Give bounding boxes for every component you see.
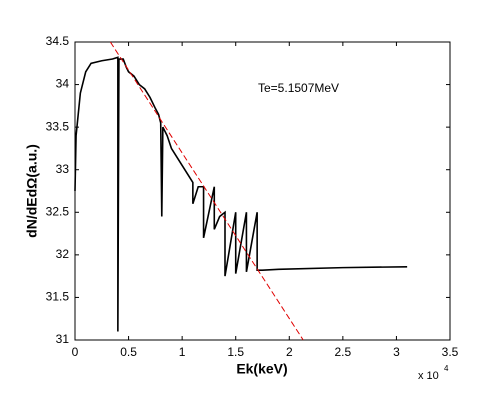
x-tick-label: 2.5	[335, 345, 352, 359]
y-tick-label: 33.5	[46, 119, 70, 133]
y-tick-label: 34	[56, 77, 70, 91]
y-axis-label: dN/dEdΩ(a.u.)	[24, 144, 40, 238]
annotation: Te=5.1507MeV	[258, 81, 339, 95]
x-tick-label: 1.5	[227, 345, 244, 359]
y-tick-label: 32	[56, 247, 70, 261]
x-tick-label: 2	[286, 345, 293, 359]
series-line	[74, 56, 408, 332]
y-tick-label: 31.5	[46, 290, 70, 304]
x-tick-label: 3	[393, 345, 400, 359]
x-multiplier-exponent: 4	[444, 364, 449, 373]
x-tick-label: 3.5	[442, 345, 459, 359]
x-tick-label: 0	[72, 345, 79, 359]
x-tick-label: 1	[179, 345, 186, 359]
y-tick-label: 33	[56, 162, 70, 176]
y-tick-label: 32.5	[46, 204, 70, 218]
x-multiplier: x 10	[418, 370, 439, 382]
y-tick-label: 34.5	[46, 34, 70, 48]
y-tick-label: 31	[56, 332, 70, 346]
x-axis-label: Ek(keV)	[236, 361, 287, 377]
series-line	[109, 41, 304, 341]
plot-frame	[74, 41, 451, 341]
x-tick-label: 0.5	[120, 345, 137, 359]
